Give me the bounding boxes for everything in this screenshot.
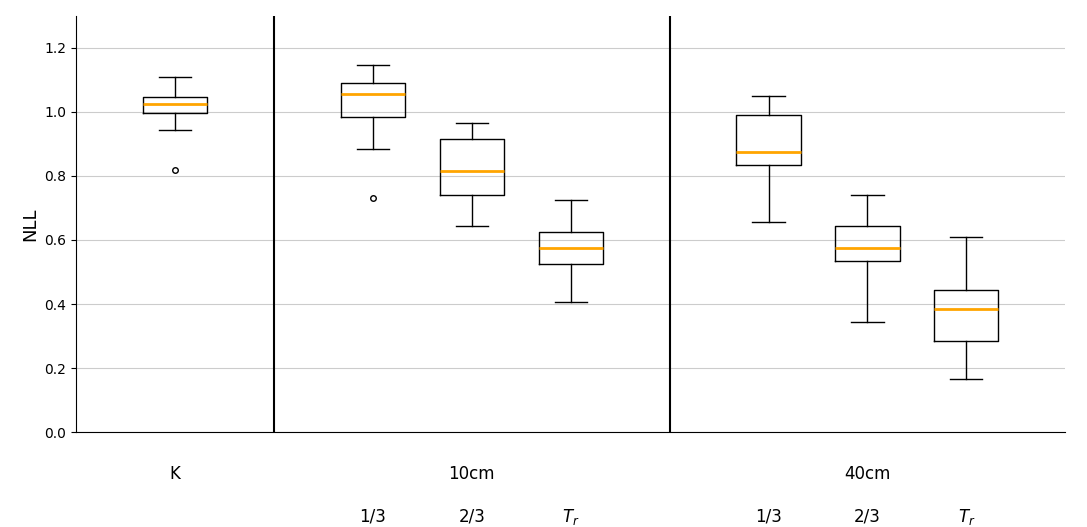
Text: 40cm: 40cm (845, 465, 890, 483)
Text: 1/3: 1/3 (755, 507, 782, 525)
Text: 2/3: 2/3 (854, 507, 880, 525)
Text: K: K (170, 465, 180, 483)
Text: 2/3: 2/3 (459, 507, 485, 525)
Text: 1/3: 1/3 (360, 507, 386, 525)
Text: $T_r$: $T_r$ (958, 507, 975, 527)
Text: $T_r$: $T_r$ (562, 507, 579, 527)
Y-axis label: NLL: NLL (21, 207, 39, 241)
Text: 10cm: 10cm (449, 465, 495, 483)
